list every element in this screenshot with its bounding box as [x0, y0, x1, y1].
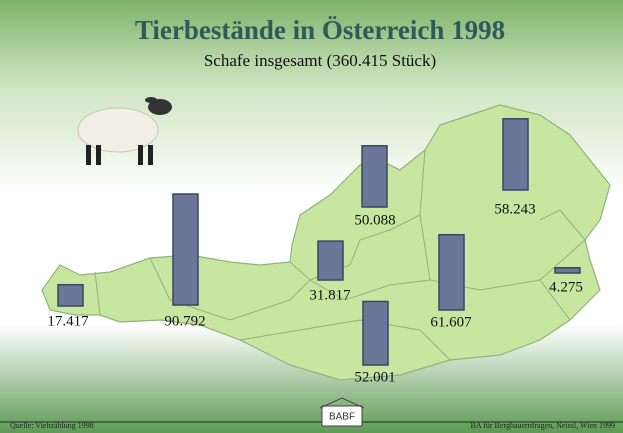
chart-subtitle: Schafe insgesamt (360.415 Stück)	[204, 51, 436, 70]
sheep-icon	[77, 97, 172, 165]
logo: BABF	[329, 412, 355, 423]
bar	[57, 283, 84, 307]
chart-title: Tierbestände in Österreich 1998	[135, 15, 505, 45]
value-label: 52.001	[354, 369, 395, 385]
value-label: 4.275	[549, 279, 583, 295]
source: Quelle: Viehzählung 1998	[10, 421, 94, 430]
value-label: 50.088	[354, 212, 395, 228]
logo-roof	[319, 397, 365, 409]
bar	[361, 145, 388, 208]
bar	[172, 193, 199, 306]
logo-box	[321, 405, 363, 427]
bar	[317, 240, 344, 281]
bar	[438, 233, 465, 311]
state-borders	[94, 149, 586, 361]
bar	[362, 300, 389, 366]
value-label: 58.243	[494, 201, 535, 217]
credit: BA für Bergbauernfragen, Neissl, Wien 19…	[471, 421, 615, 430]
value-label: 17.417	[47, 313, 89, 329]
value-label: 31.817	[309, 287, 351, 303]
value-label: 61.607	[430, 314, 472, 330]
bar	[502, 118, 529, 191]
value-label: 90.792	[164, 313, 205, 329]
bar	[554, 267, 581, 274]
